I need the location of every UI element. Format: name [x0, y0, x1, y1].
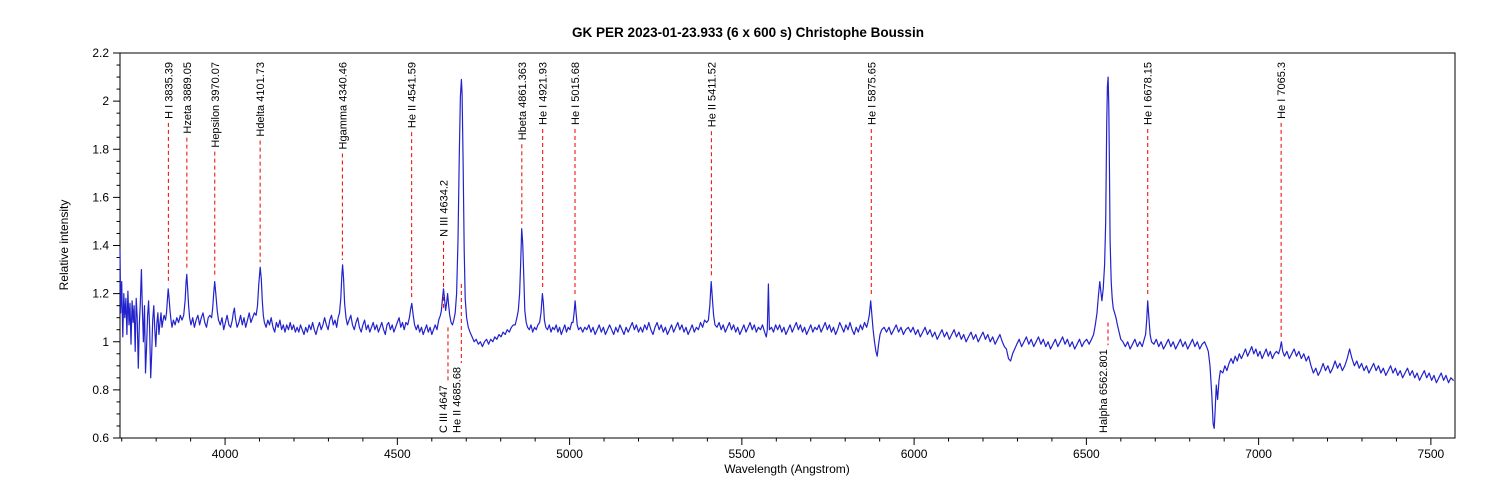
- x-tick-label: 4500: [384, 447, 411, 461]
- y-tick-label: 0.6: [92, 431, 109, 445]
- line-annotation-label: Hzeta 3889.05: [182, 62, 194, 134]
- line-annotation: He II 4541.59: [407, 62, 419, 299]
- x-axis-label: Wavelength (Angstrom): [724, 462, 850, 476]
- line-annotation: He I 5875.65: [866, 62, 878, 297]
- y-tick-label: 1: [102, 335, 109, 349]
- line-annotation-label: He II 4541.59: [407, 62, 419, 128]
- line-annotation: N III 4634.2: [439, 180, 451, 309]
- line-annotation: Hbeta 4861.363: [517, 62, 529, 224]
- y-tick-label: 1.4: [92, 239, 109, 253]
- line-annotation: He I 4921.93: [538, 62, 550, 289]
- y-tick-label: 1.6: [92, 190, 109, 204]
- y-tick-label: 1.2: [92, 287, 109, 301]
- line-annotation-label: Halpha 6562.801: [1098, 349, 1110, 433]
- line-annotation: Halpha 6562.801: [1098, 322, 1110, 433]
- y-tick-label: 2.2: [92, 46, 109, 60]
- x-tick-label: 6000: [901, 447, 928, 461]
- line-annotation-label: H I 3835.39: [163, 62, 175, 119]
- x-tick-label: 7500: [1418, 447, 1445, 461]
- x-tick-label: 4000: [212, 447, 239, 461]
- x-tick-label: 7000: [1245, 447, 1272, 461]
- line-annotation-label: He I 4921.93: [538, 62, 550, 125]
- line-annotation-label: He I 5875.65: [866, 62, 878, 125]
- y-tick-label: 0.8: [92, 383, 109, 397]
- line-annotation-label: He II 4685.68: [451, 367, 463, 433]
- y-axis-label: Relative intensity: [57, 200, 71, 291]
- line-annotation-label: He I 7065.3: [1276, 62, 1288, 119]
- line-annotation-label: Hdelta 4101.73: [255, 62, 267, 137]
- line-annotation-label: Hgamma 4340.46: [337, 62, 349, 149]
- line-annotation-label: Hbeta 4861.363: [517, 62, 529, 140]
- spectrum-line: [119, 76, 1454, 429]
- line-annotation-label: N III 4634.2: [439, 180, 451, 237]
- line-annotation: He II 5411.52: [706, 62, 718, 277]
- line-annotation-label: He II 5411.52: [706, 62, 718, 127]
- line-annotations: H I 3835.39 Hzeta 3889.05 Hepsilon 3970.07…: [163, 62, 1288, 433]
- axis-tick-labels: 4000 4500 5000 5500 6000 6500 7000 7500 0.6 0.8 1 1…: [92, 46, 1444, 461]
- axis-ticks: [113, 52, 1432, 445]
- line-annotation: He I 5015.68: [570, 62, 582, 297]
- y-tick-label: 1.8: [92, 142, 109, 156]
- line-annotation: C III 4647: [438, 327, 450, 433]
- line-annotation: Hzeta 3889.05: [182, 62, 194, 270]
- line-annotation: He II 4685.68: [451, 284, 463, 433]
- line-annotation: Hgamma 4340.46: [337, 62, 349, 260]
- line-annotation: Hdelta 4101.73: [255, 62, 267, 263]
- line-annotation-label: He I 6678.15: [1143, 62, 1155, 125]
- x-tick-label: 6500: [1073, 447, 1100, 461]
- plot-border: [119, 52, 1456, 439]
- chart-title: GK PER 2023-01-23.933 (6 x 600 s) Christ…: [572, 25, 924, 40]
- line-annotation-label: He I 5015.68: [570, 62, 582, 125]
- x-tick-label: 5000: [556, 447, 583, 461]
- line-annotation-label: C III 4647: [438, 385, 450, 433]
- y-tick-label: 2: [102, 94, 109, 108]
- line-annotation: H I 3835.39: [163, 62, 175, 284]
- line-annotation: He I 6678.15: [1143, 62, 1155, 297]
- line-annotation-label: Hepsilon 3970.07: [210, 62, 222, 148]
- line-annotation: He I 7065.3: [1276, 62, 1288, 337]
- line-annotation: Hepsilon 3970.07: [210, 62, 222, 277]
- x-tick-label: 5500: [729, 447, 756, 461]
